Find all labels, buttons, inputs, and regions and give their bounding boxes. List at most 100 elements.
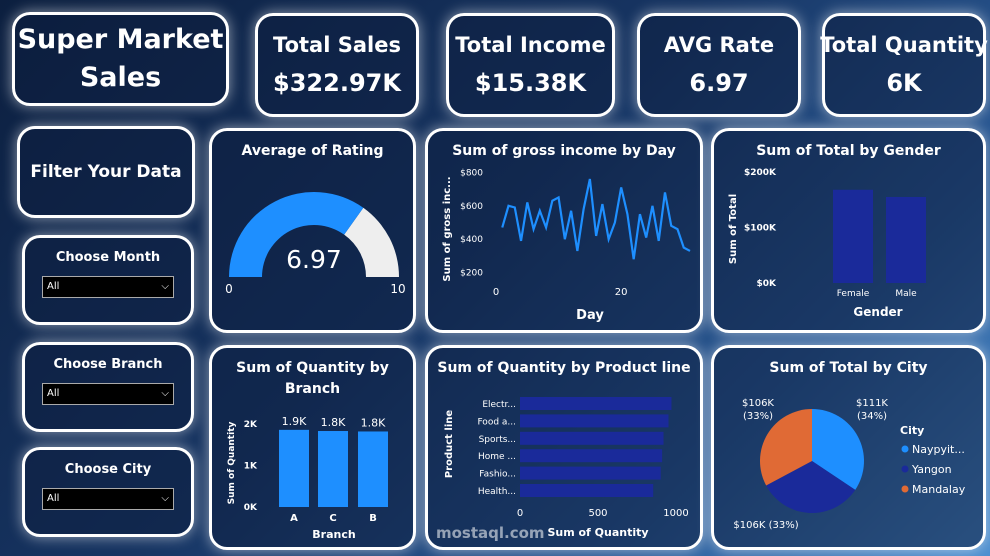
pie-data-label: $106K (33%) xyxy=(742,398,774,422)
gender-y-tick-label: $100K xyxy=(744,224,777,234)
filter-title-card: Filter Your Data xyxy=(17,126,195,218)
pie-legend-marker xyxy=(901,445,909,453)
kpi-avg-rate: AVG Rate 6.97 xyxy=(637,13,801,117)
dashboard-title-card: Super Market Sales xyxy=(12,12,229,106)
branch-slicer-label: Choose Branch xyxy=(53,357,163,372)
line-series xyxy=(501,178,691,260)
gauge-max-label: 10 xyxy=(390,282,405,296)
product-category-label: Home ... xyxy=(478,452,516,462)
dashboard-title-line2: Sales xyxy=(79,62,162,93)
gender-y-tick-label: $0K xyxy=(757,279,778,289)
product-category-label: Electr... xyxy=(482,400,516,410)
line-chart-card: Sum of gross income by Day Sum of gross … xyxy=(425,128,703,333)
month-dropdown[interactable]: All ⌵ xyxy=(42,276,174,298)
pie-slice[interactable] xyxy=(766,461,856,513)
branch-y-tick-label: 1K xyxy=(244,462,258,472)
branch-data-label: 1.8K xyxy=(361,416,386,429)
kpi-total-income: Total Income $15.38K xyxy=(446,13,615,117)
branch-y-axis-title: Sum of Quantity xyxy=(227,422,237,505)
kpi-label: AVG Rate xyxy=(663,33,775,57)
city-slicer: Choose City All ⌵ xyxy=(22,447,194,537)
gender-y-tick-label: $200K xyxy=(744,168,777,178)
gauge-value-arc xyxy=(229,191,364,277)
pie-legend-marker xyxy=(901,485,909,493)
kpi-value: 6.97 xyxy=(689,69,749,97)
pie-legend-label[interactable]: Yangon xyxy=(911,463,952,476)
product-chart-card: Sum of Quantity by Product line Product … xyxy=(425,345,703,550)
branch-bar[interactable] xyxy=(358,431,388,507)
city-chart-card: Sum of Total by City $111K (34%) $106K (33… xyxy=(711,345,986,550)
branch-data-label: 1.8K xyxy=(321,416,346,429)
line-y-tick-label: $800 xyxy=(460,168,483,178)
product-x-tick-label: 1000 xyxy=(663,508,688,519)
branch-bar[interactable] xyxy=(318,431,348,507)
product-category-label: Health... xyxy=(478,487,516,497)
product-bar[interactable] xyxy=(520,431,664,445)
kpi-value: $15.38K xyxy=(474,69,587,97)
pie-legend-label[interactable]: Mandalay xyxy=(912,483,966,496)
city-dropdown[interactable]: All ⌵ xyxy=(42,488,174,510)
kpi-total-sales: Total Sales $322.97K xyxy=(255,13,419,117)
product-bar[interactable] xyxy=(520,484,654,497)
line-chart-title: Sum of gross income by Day xyxy=(452,143,676,159)
line-y-tick-label: $200 xyxy=(460,269,483,279)
gender-bar[interactable] xyxy=(886,196,926,283)
line-x-axis-title: Day xyxy=(576,308,604,323)
kpi-total-quantity: Total Quantity 6K xyxy=(820,13,988,117)
gauge-title: Average of Rating xyxy=(241,143,384,159)
product-category-label: Food a... xyxy=(477,417,516,427)
product-bar[interactable] xyxy=(520,397,672,410)
gender-bar-chart: Sum of Total Gender $0K $100K $200K Female… xyxy=(728,168,926,319)
pie-legend-label[interactable]: Naypyit... xyxy=(912,443,965,456)
kpi-label: Total Sales xyxy=(273,33,401,57)
branch-slicer: Choose Branch All ⌵ xyxy=(22,342,194,432)
kpi-value: $322.97K xyxy=(273,69,401,97)
kpi-label: Total Quantity xyxy=(820,33,988,57)
product-bar[interactable] xyxy=(520,414,669,428)
branch-data-label: 1.9K xyxy=(282,415,307,428)
product-bar[interactable] xyxy=(520,466,661,480)
product-x-tick-label: 0 xyxy=(517,508,523,519)
pie-data-label: $106K (33%) xyxy=(733,520,798,531)
chevron-down-icon: ⌵ xyxy=(161,388,169,399)
gauge-min-label: 0 xyxy=(225,282,233,296)
gender-x-tick-label: Male xyxy=(895,289,917,299)
product-chart-title: Sum of Quantity by Product line xyxy=(437,360,691,376)
product-bar[interactable] xyxy=(520,449,663,463)
gender-y-axis-title: Sum of Total xyxy=(728,194,739,264)
line-y-tick-label: $400 xyxy=(460,235,483,245)
branch-x-tick-label: C xyxy=(329,513,336,524)
line-x-tick-label: 0 xyxy=(493,287,499,298)
product-y-axis-title: Product line xyxy=(444,410,455,479)
gauge-card: Average of Rating 6.97 0 10 xyxy=(209,128,416,333)
product-line-bar-chart: Product line Sum of Quantity Electr... Fo… xyxy=(444,397,689,539)
pie-data-label: $111K (34%) xyxy=(856,398,888,422)
pie-slice[interactable] xyxy=(760,409,812,486)
branch-bar[interactable] xyxy=(279,429,309,507)
gender-x-tick-label: Female xyxy=(837,289,870,299)
city-pie-chart: $111K (34%) $106K (33%) $106K (33%) City Nay… xyxy=(733,398,966,531)
branch-y-tick-label: 0K xyxy=(244,503,258,513)
branch-x-tick-label: B xyxy=(369,513,377,524)
pie-slice[interactable] xyxy=(812,409,864,490)
line-chart: Sum of gross inc... Day $200 $400 $600 $800… xyxy=(442,168,691,323)
gauge-chart: 6.97 0 10 xyxy=(225,191,406,296)
branch-dropdown-value: All xyxy=(47,388,60,399)
month-slicer-label: Choose Month xyxy=(55,250,161,265)
pie-legend-marker xyxy=(901,465,909,473)
city-dropdown-value: All xyxy=(47,493,60,504)
gender-chart-card: Sum of Total by Gender Sum of Total Gend… xyxy=(711,128,986,333)
product-x-tick-label: 500 xyxy=(588,508,607,519)
line-y-tick-label: $600 xyxy=(460,202,483,212)
line-x-tick-label: 20 xyxy=(615,287,628,298)
filter-title: Filter Your Data xyxy=(30,162,182,182)
gender-chart-title: Sum of Total by Gender xyxy=(756,143,941,159)
pie-legend-title: City xyxy=(900,424,924,437)
gender-bar[interactable] xyxy=(833,189,873,283)
city-chart-title: Sum of Total by City xyxy=(769,360,928,376)
gauge-value-label: 6.97 xyxy=(286,245,342,274)
dashboard-title-line1: Super Market xyxy=(17,24,224,55)
branch-dropdown[interactable]: All ⌵ xyxy=(42,383,174,405)
watermark: mostaql.com xyxy=(436,524,545,542)
branch-bar-chart: Sum of Quantity Branch 0K 1K 2K 1.9K A 1.8K C… xyxy=(227,415,388,541)
